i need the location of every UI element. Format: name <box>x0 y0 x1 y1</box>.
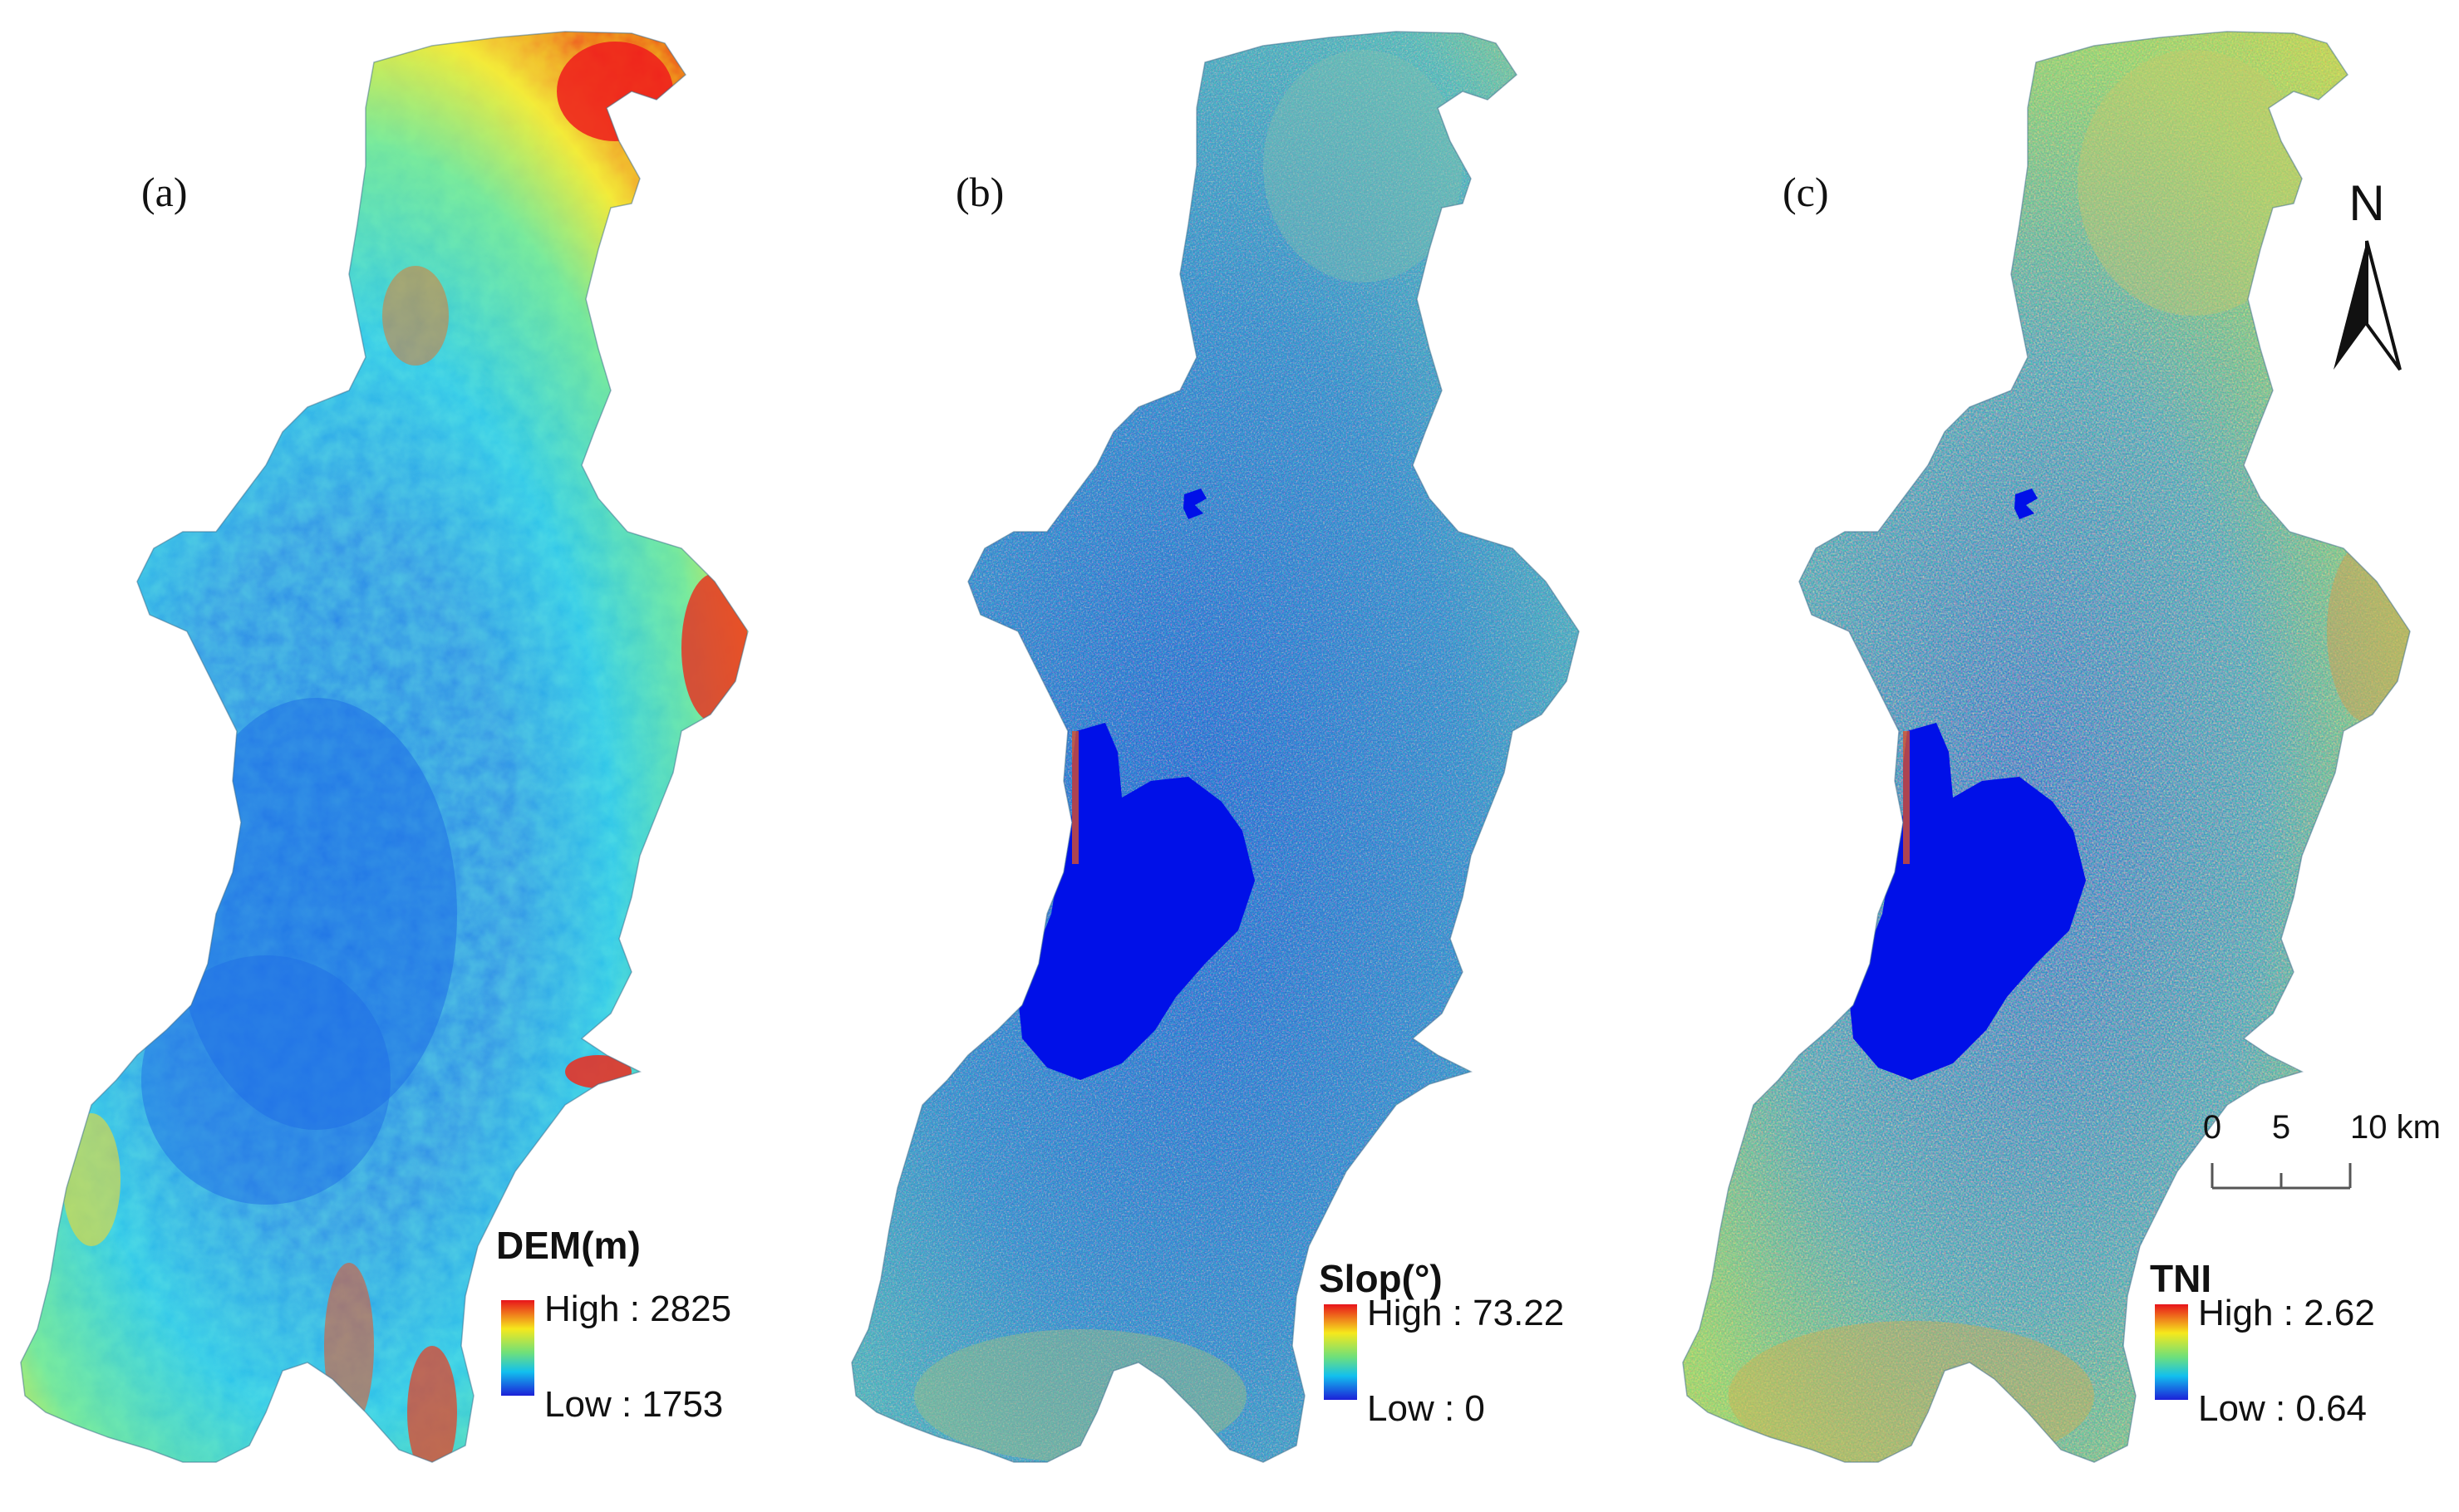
panel-a: (a) DEM(m) High : 2825 Low : 1753 <box>20 31 749 1463</box>
tni-map <box>1683 32 2410 1462</box>
slope-map <box>852 32 1579 1462</box>
scale-label-10: 10 km <box>2350 1109 2441 1146</box>
legend-title: Slop(°) <box>1319 1257 1443 1300</box>
legend-high-label: High : 2.62 <box>2198 1293 2375 1333</box>
panel-label: (a) <box>141 169 188 215</box>
north-arrow-icon <box>2334 240 2402 371</box>
panel-label: (c) <box>1783 169 1829 215</box>
color-ramp <box>2155 1304 2188 1400</box>
panel-c: (c) TNI High : 2.62 Low : 0.64 <box>1682 31 2411 1463</box>
legend-low-label: Low : 1753 <box>544 1384 723 1425</box>
north-arrow: N <box>2334 175 2402 371</box>
legend-high-label: High : 2825 <box>544 1289 731 1329</box>
scale-label-0: 0 <box>2203 1109 2221 1146</box>
panel-b: (b) Slop(°) High : 73.22 Low : 0 <box>851 31 1580 1463</box>
panel-label: (b) <box>956 169 1004 215</box>
scale-bar-lines <box>2211 1163 2352 1190</box>
legend: DEM(m) High : 2825 Low : 1753 <box>496 1224 731 1425</box>
color-ramp <box>1324 1304 1357 1400</box>
legend: TNI High : 2.62 Low : 0.64 <box>2150 1257 2375 1429</box>
legend: Slop(°) High : 73.22 Low : 0 <box>1319 1257 1564 1429</box>
scale-bar: 0 5 10 km <box>2203 1109 2441 1190</box>
legend-title: TNI <box>2150 1257 2211 1300</box>
legend-title: DEM(m) <box>496 1224 641 1267</box>
dem-map <box>21 32 748 1462</box>
north-label: N <box>2348 175 2384 231</box>
legend-high-label: High : 73.22 <box>1367 1293 1564 1333</box>
color-ramp <box>501 1300 534 1396</box>
scale-label-5: 5 <box>2272 1109 2290 1146</box>
legend-low-label: Low : 0.64 <box>2198 1388 2367 1429</box>
legend-low-label: Low : 0 <box>1367 1388 1485 1429</box>
